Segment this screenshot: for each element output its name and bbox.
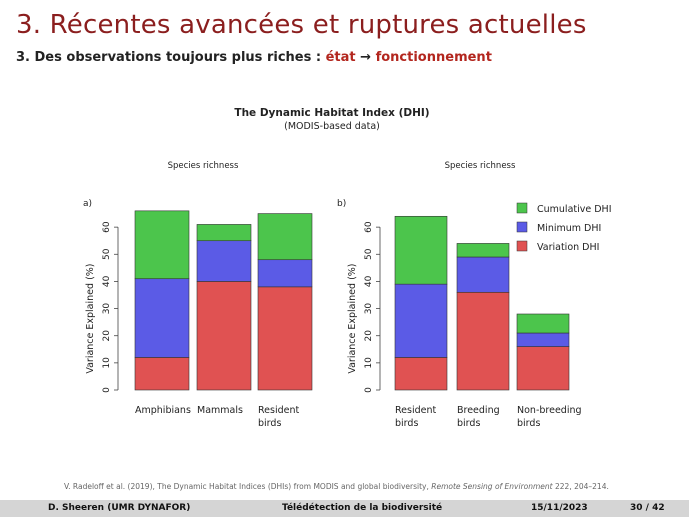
- bar-segment-variation-dhi: [394, 357, 448, 391]
- y-tick-label: 0: [102, 387, 112, 393]
- panel-label: a): [83, 199, 92, 209]
- y-tick-label: 30: [102, 303, 112, 315]
- category-label: Amphibians: [135, 405, 191, 416]
- footer-page: 30 / 42: [630, 503, 665, 513]
- footer-author: D. Sheeren (UMR DYNAFOR): [48, 503, 191, 513]
- y-tick-label: 40: [364, 275, 374, 287]
- legend-label: Cumulative DHI: [537, 204, 612, 215]
- bar-segment-cumulative-dhi: [196, 224, 252, 242]
- bar-segment-minimum-dhi: [257, 259, 313, 288]
- legend-label: Variation DHI: [537, 242, 599, 253]
- footer-course: Télédétection de la biodiversité: [282, 503, 443, 513]
- panel-title: Species richness: [445, 161, 516, 171]
- figure-title: The Dynamic Habitat Index (DHI): [234, 107, 429, 119]
- y-tick-label: 50: [364, 248, 374, 260]
- y-tick-label: 20: [102, 330, 112, 342]
- bar-segment-cumulative-dhi: [456, 243, 510, 258]
- y-tick-label: 10: [364, 357, 374, 369]
- bar-segment-minimum-dhi: [456, 256, 510, 293]
- slide-title: 3. Récentes avancées et ruptures actuell…: [16, 10, 587, 40]
- subtitle-prefix: 3. Des observations toujours plus riches…: [16, 50, 326, 65]
- legend-swatch: [516, 202, 528, 214]
- y-axis-label: Variance Explained (%): [347, 263, 358, 373]
- bar-segment-minimum-dhi: [394, 283, 448, 358]
- citation-journal: Remote Sensing of Environment: [431, 482, 553, 491]
- citation-text: V. Radeloff et al. (2019), The Dynamic H…: [64, 482, 432, 491]
- bar-segment-variation-dhi: [134, 357, 190, 391]
- y-tick-label: 20: [364, 330, 374, 342]
- bar-segment-variation-dhi: [196, 281, 252, 391]
- bar-segment-cumulative-dhi: [394, 215, 448, 285]
- y-axis-label: Variance Explained (%): [85, 263, 96, 373]
- panel-label: b): [337, 199, 346, 209]
- chart-legend: Cumulative DHI Minimum DHI Variation DHI: [516, 202, 612, 253]
- bar-segment-variation-dhi: [516, 346, 570, 391]
- chart-panel-b: Species richness b) 0 10 20 30 40 50 60 Variance …: [337, 161, 582, 429]
- panel-title: Species richness: [168, 161, 239, 171]
- subtitle-etat: état: [325, 50, 356, 65]
- category-label: Breeding birds: [457, 405, 500, 429]
- y-tick-label: 60: [364, 221, 374, 233]
- bar-segment-minimum-dhi: [196, 240, 252, 282]
- legend-label: Minimum DHI: [537, 223, 601, 234]
- chart-panel-a: Species richness a) 0 10 20 30 40 50 60 Variance …: [83, 161, 313, 429]
- dhi-figure: The Dynamic Habitat Index (DHI) (MODIS-b…: [83, 107, 612, 429]
- bar-segment-cumulative-dhi: [134, 210, 190, 280]
- y-tick-label: 30: [364, 303, 374, 315]
- category-label: Resident birds: [395, 405, 437, 429]
- category-label: Non-breeding birds: [517, 405, 582, 429]
- category-label: Mammals: [197, 405, 243, 416]
- footer-date: 15/11/2023: [531, 503, 588, 513]
- y-tick-label: 50: [102, 248, 112, 260]
- y-tick-label: 0: [364, 387, 374, 393]
- legend-swatch: [516, 240, 528, 252]
- bar-segment-minimum-dhi: [134, 278, 190, 358]
- slide-footer: D. Sheeren (UMR DYNAFOR) Télédétection d…: [0, 500, 689, 517]
- citation: V. Radeloff et al. (2019), The Dynamic H…: [64, 482, 609, 491]
- y-tick-label: 60: [102, 221, 112, 233]
- legend-swatch: [516, 221, 528, 233]
- y-tick-label: 40: [102, 275, 112, 287]
- citation-rest: 222, 204–214.: [552, 482, 609, 491]
- category-label: Resident birds: [258, 405, 300, 429]
- bar-segment-cumulative-dhi: [257, 213, 313, 261]
- y-tick-label: 10: [102, 357, 112, 369]
- bar-segment-variation-dhi: [257, 286, 313, 391]
- subtitle-arrow: →: [360, 50, 372, 65]
- bar-segment-cumulative-dhi: [516, 313, 570, 334]
- bar-segment-minimum-dhi: [516, 332, 570, 347]
- bar-segment-variation-dhi: [456, 291, 510, 391]
- subtitle-fonctionnement: fonctionnement: [375, 50, 492, 65]
- figure-subtitle: (MODIS-based data): [284, 121, 380, 132]
- slide-subtitle: 3. Des observations toujours plus riches…: [16, 50, 492, 65]
